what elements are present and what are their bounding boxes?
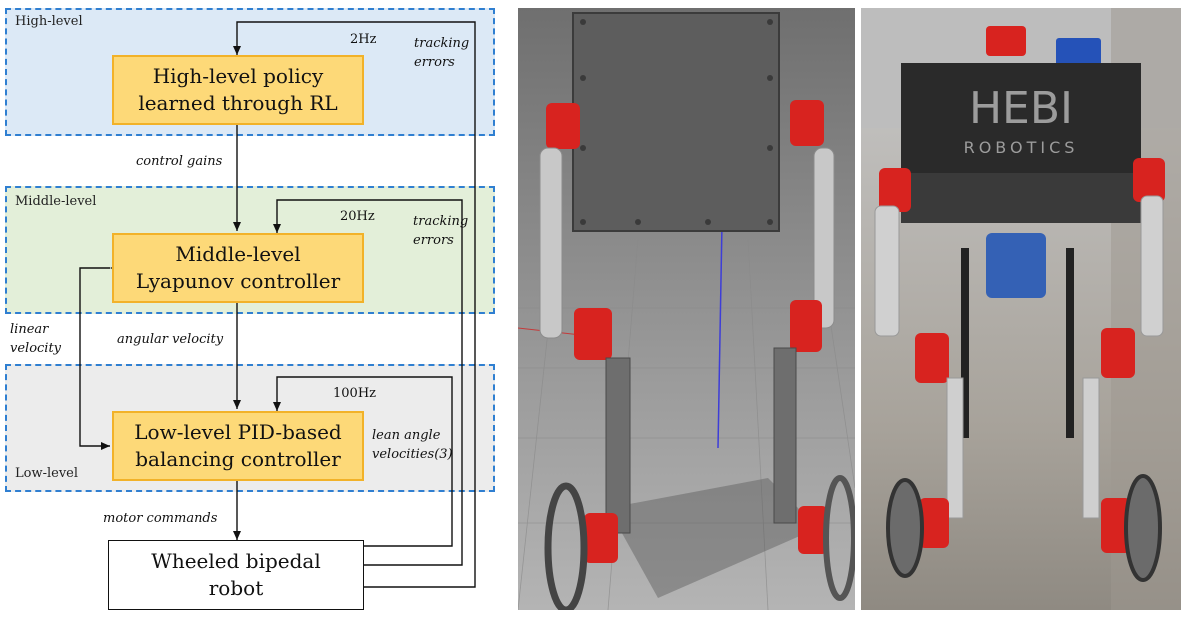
control-hierarchy-diagram: High-level Middle-level Low-level High-l…: [0, 0, 510, 620]
high-level-policy-box: High-level policy learned through RL: [112, 55, 364, 125]
arrow-linear-velocity: [79, 264, 119, 450]
hebi-brand-text: HEBI: [969, 83, 1073, 134]
tracking-errors-mid-label: tracking errors: [413, 212, 468, 250]
middle-level-controller-line1: Middle-level: [175, 242, 301, 266]
tracking-errors-mid-line1: tracking: [413, 214, 469, 229]
high-level-policy-line2: learned through RL: [138, 91, 338, 115]
high-level-policy-line1: High-level policy: [152, 64, 324, 88]
robot-line2: robot: [208, 576, 264, 600]
lean-angle-velocities-label: lean angle velocities(3): [372, 426, 453, 464]
linear-velocity-label: linear velocity: [10, 320, 61, 358]
high-level-label: High-level: [15, 14, 83, 29]
middle-level-label: Middle-level: [15, 194, 97, 209]
high-frequency: 2Hz: [350, 32, 377, 47]
low-level-controller-line1: Low-level PID-based: [134, 420, 342, 444]
robot-line1: Wheeled bipedal: [151, 549, 321, 573]
linear-velocity-line2: velocity: [10, 341, 62, 356]
simulated-robot-illustration: [518, 12, 855, 610]
middle-level-controller-line2: Lyapunov controller: [135, 269, 341, 293]
robot-box: Wheeled bipedal robot: [108, 540, 364, 610]
motor-commands-label: motor commands: [103, 511, 218, 526]
middle-level-controller-box: Middle-level Lyapunov controller: [112, 233, 364, 303]
robotics-brand-text: ROBOTICS: [964, 138, 1079, 157]
middle-frequency: 20Hz: [340, 209, 375, 224]
feedback-to-middle-level: [273, 199, 463, 566]
feedback-to-low-level: [273, 376, 453, 547]
low-level-controller-box: Low-level PID-based balancing controller: [112, 411, 364, 481]
low-frequency: 100Hz: [333, 386, 376, 401]
linear-velocity-line1: linear: [10, 322, 49, 337]
low-level-label: Low-level: [15, 466, 79, 481]
lean-angle-line1: lean angle: [372, 428, 441, 443]
tracking-errors-mid-line2: errors: [413, 233, 454, 248]
control-gains-label: control gains: [136, 154, 223, 169]
angular-velocity-label: angular velocity: [117, 332, 224, 347]
tracking-errors-high-line2: errors: [414, 55, 455, 70]
low-level-controller-line2: balancing controller: [135, 447, 341, 471]
lean-angle-line2: velocities(3): [372, 447, 453, 462]
connection-arrows: [79, 21, 476, 588]
real-robot-illustration: HEBI ROBOTICS: [861, 8, 1181, 610]
simulation-robot-image: [518, 8, 855, 610]
tracking-errors-high-label: tracking errors: [414, 34, 469, 72]
tracking-errors-high-line1: tracking: [414, 36, 470, 51]
real-robot-image: HEBI ROBOTICS: [861, 8, 1181, 610]
feedback-to-high-level: [233, 21, 476, 588]
